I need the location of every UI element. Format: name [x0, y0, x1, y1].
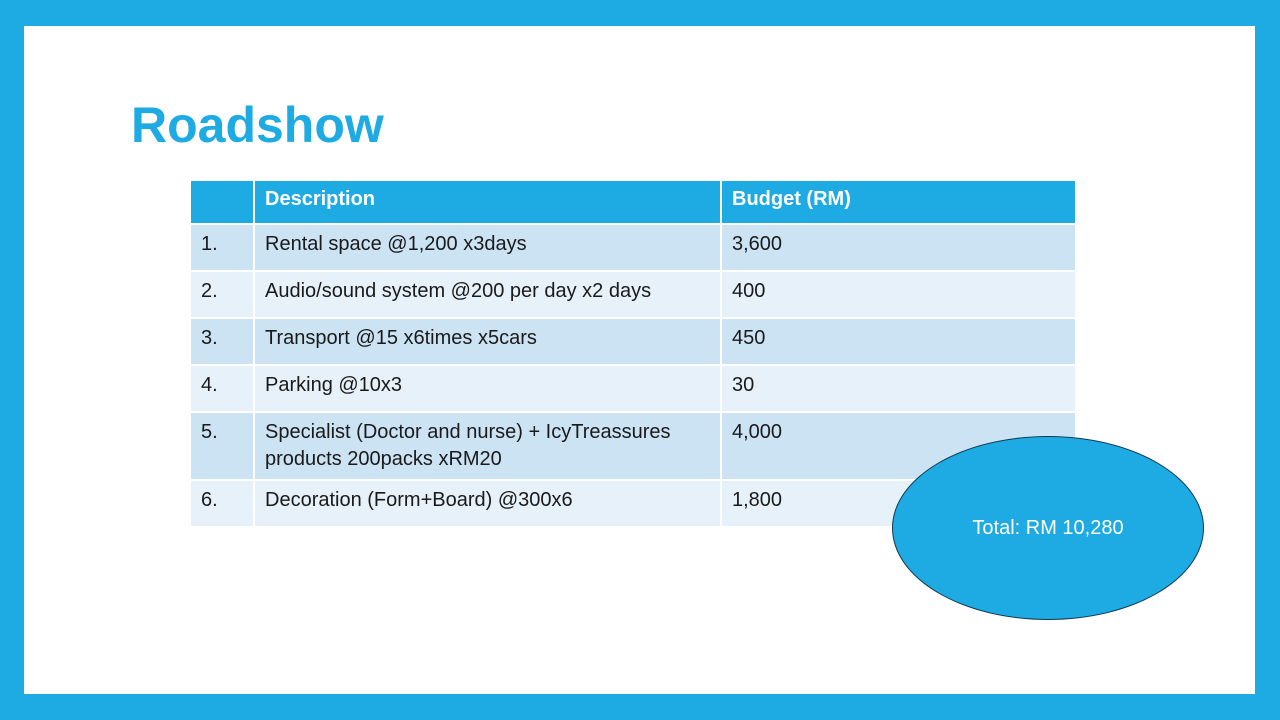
slide-title: Roadshow: [131, 97, 384, 153]
row-number: 6.: [189, 479, 255, 528]
row-number: 3.: [189, 317, 255, 366]
table-header-row: Description Budget (RM): [189, 179, 1077, 225]
row-description: Rental space @1,200 x3days: [253, 223, 722, 272]
row-budget: 400: [720, 270, 1077, 319]
row-budget: 30: [720, 364, 1077, 413]
table-row: 1. Rental space @1,200 x3days 3,600: [189, 223, 1077, 272]
table-row: 2. Audio/sound system @200 per day x2 da…: [189, 270, 1077, 319]
total-label: Total: RM 10,280: [972, 516, 1124, 539]
header-number: [189, 179, 255, 225]
row-description: Transport @15 x6times x5cars: [253, 317, 722, 366]
row-budget: 3,600: [720, 223, 1077, 272]
table-row: 5. Specialist (Doctor and nurse) + IcyTr…: [189, 411, 1077, 481]
row-number: 5.: [189, 411, 255, 481]
table-row: 4. Parking @10x3 30: [189, 364, 1077, 413]
row-number: 4.: [189, 364, 255, 413]
row-description: Audio/sound system @200 per day x2 days: [253, 270, 722, 319]
total-callout: Total: RM 10,280: [892, 436, 1204, 620]
slide: Roadshow Description Budget (RM) 1. Rent…: [24, 26, 1255, 694]
row-description: Specialist (Doctor and nurse) + IcyTreas…: [253, 411, 722, 481]
header-budget: Budget (RM): [720, 179, 1077, 225]
budget-table: Description Budget (RM) 1. Rental space …: [189, 179, 1077, 528]
row-number: 2.: [189, 270, 255, 319]
row-description: Parking @10x3: [253, 364, 722, 413]
header-description: Description: [253, 179, 722, 225]
table-row: 3. Transport @15 x6times x5cars 450: [189, 317, 1077, 366]
row-number: 1.: [189, 223, 255, 272]
row-description: Decoration (Form+Board) @300x6: [253, 479, 722, 528]
row-budget: 450: [720, 317, 1077, 366]
